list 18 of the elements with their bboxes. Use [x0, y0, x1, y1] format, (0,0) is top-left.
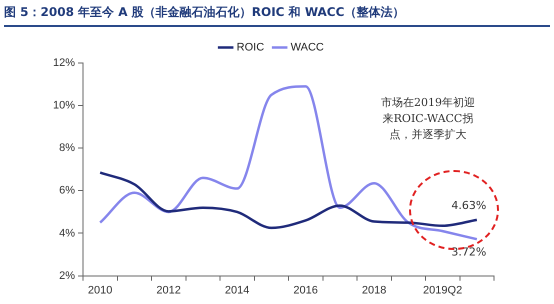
- x-tick-label: 2016: [293, 284, 318, 296]
- y-tick-label: 2%: [59, 270, 76, 282]
- y-tick-label: 4%: [59, 227, 76, 240]
- y-tick-label: 10%: [52, 100, 76, 112]
- y-tick-label: 12%: [52, 57, 76, 70]
- data-label: 4.63%: [451, 199, 486, 212]
- y-tick-label: 8%: [59, 142, 76, 154]
- legend-label: WACC: [290, 42, 324, 54]
- x-tick-label: 2019Q2: [423, 284, 462, 296]
- chart-title: 图 5：2008 年至今 A 股（非金融石油石化）ROIC 和 WACC（整体法）: [4, 4, 550, 27]
- data-label: 3.72%: [451, 246, 486, 259]
- legend-label: ROIC: [236, 42, 264, 54]
- x-tick-label: 2012: [156, 284, 181, 296]
- x-tick-label: 2018: [362, 284, 386, 296]
- y-tick-label: 6%: [59, 184, 76, 197]
- x-tick-label: 2010: [88, 284, 112, 296]
- annotation: 市场在2019年初迎来ROIC-WACC拐点，并逐季扩大: [380, 95, 476, 143]
- x-tick-label: 2014: [224, 284, 250, 296]
